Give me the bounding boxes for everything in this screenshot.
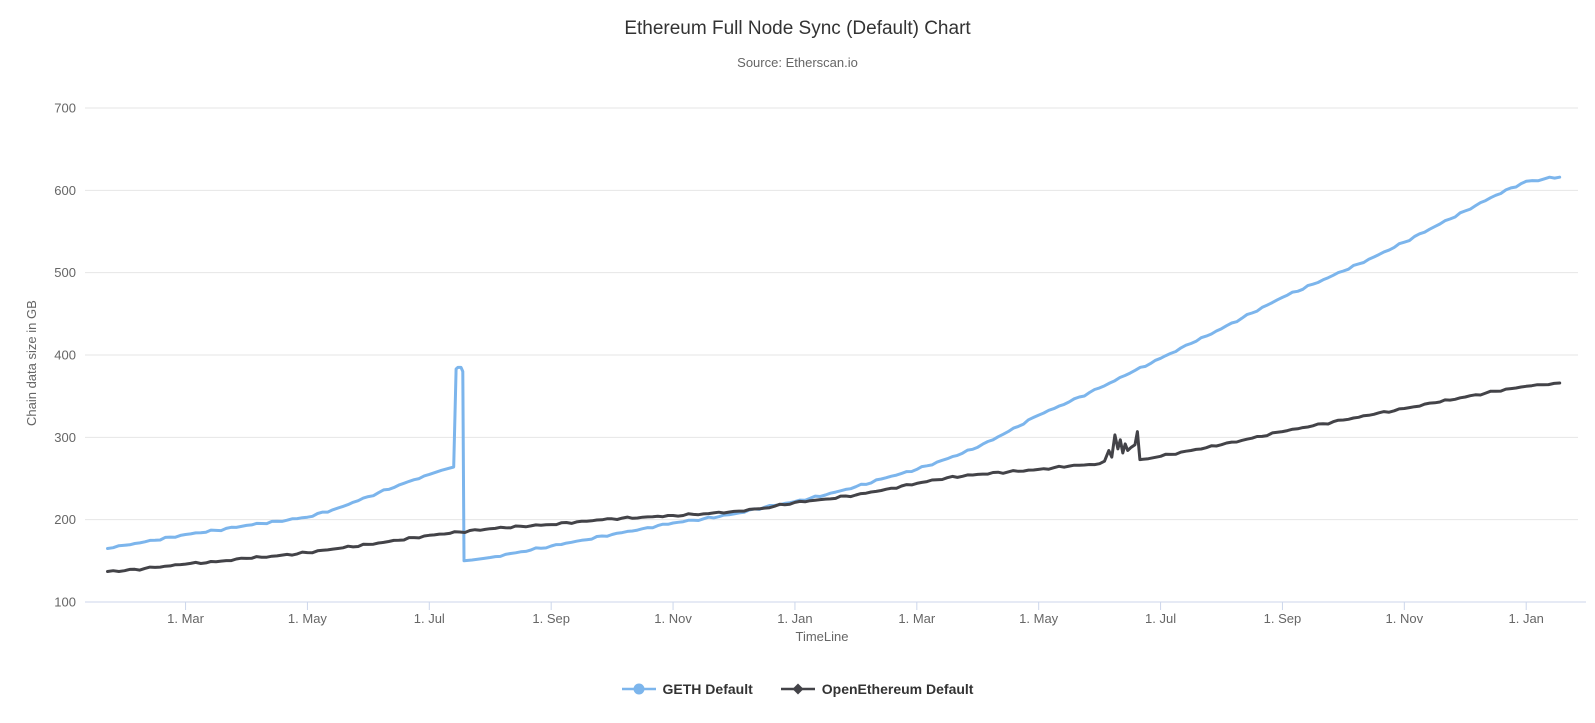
x-tick-label: 1. Nov: [654, 611, 692, 626]
series-line-openethereum-default[interactable]: [106, 381, 1562, 573]
y-axis-title: Chain data size in GB: [24, 300, 39, 426]
legend-label: GETH Default: [662, 681, 753, 697]
x-axis-title: TimeLine: [795, 629, 849, 644]
legend-marker-circle-icon: [621, 683, 656, 695]
x-tick-label: 1. Sep: [1264, 611, 1302, 626]
y-tick-label: 100: [54, 595, 76, 610]
x-tick-label: 1. Nov: [1386, 611, 1424, 626]
x-tick-label: 1. May: [1019, 611, 1059, 626]
x-tick-label: 1. Jul: [414, 611, 445, 626]
x-tick-label: 1. Jan: [777, 611, 812, 626]
y-tick-label: 400: [54, 348, 76, 363]
legend: GETH Default OpenEthereum Default: [0, 681, 1595, 697]
y-tick-label: 700: [54, 101, 76, 116]
y-tick-label: 500: [54, 265, 76, 280]
y-tick-label: 300: [54, 430, 76, 445]
legend-marker-diamond-icon: [780, 683, 815, 695]
x-tick-label: 1. Jan: [1508, 611, 1543, 626]
x-tick-label: 1. Jul: [1145, 611, 1176, 626]
x-tick-label: 1. Mar: [167, 611, 205, 626]
series-line-geth-default[interactable]: [106, 175, 1562, 563]
chart-subtitle: Source: Etherscan.io: [737, 55, 858, 70]
x-tick-label: 1. Sep: [532, 611, 570, 626]
y-tick-label: 600: [54, 183, 76, 198]
x-tick-label: 1. May: [288, 611, 328, 626]
legend-item-geth-default[interactable]: GETH Default: [621, 681, 753, 697]
legend-item-openethereum-default[interactable]: OpenEthereum Default: [780, 681, 974, 697]
y-tick-label: 200: [54, 512, 76, 527]
chart-title: Ethereum Full Node Sync (Default) Chart: [624, 18, 971, 39]
x-tick-label: 1. Mar: [898, 611, 936, 626]
legend-label: OpenEthereum Default: [821, 681, 974, 697]
